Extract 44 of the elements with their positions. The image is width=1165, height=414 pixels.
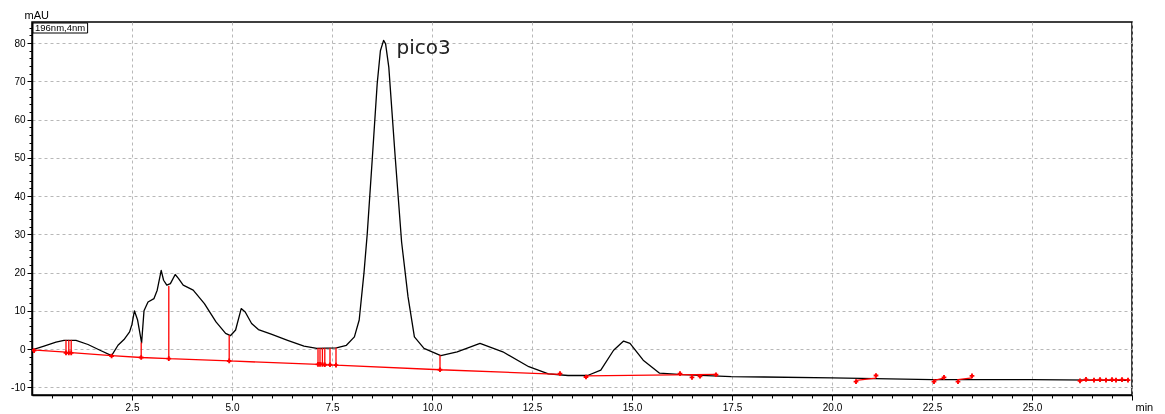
- y-tick-label: 80: [14, 37, 26, 49]
- point: [166, 356, 172, 361]
- point: [955, 379, 961, 384]
- point: [1119, 377, 1125, 383]
- point: [32, 348, 37, 353]
- y-tick-label: 20: [14, 267, 26, 279]
- annotation: pico3: [396, 35, 451, 60]
- x-tick-label: 5.0: [225, 401, 240, 413]
- x-tick-label: 12.5: [522, 401, 543, 413]
- point: [557, 371, 563, 376]
- point: [931, 379, 937, 384]
- y-tick-label: 50: [14, 152, 26, 164]
- y-tick-label: 70: [14, 75, 26, 87]
- point: [138, 355, 144, 360]
- point: [1109, 377, 1115, 383]
- x-tick-label: 25.0: [1022, 401, 1043, 413]
- x-tick-label: 15.0: [622, 401, 643, 413]
- y-tick-label: 10: [14, 305, 26, 317]
- point: [1097, 377, 1103, 383]
- point: [327, 362, 333, 368]
- x-tick-label: 2.5: [125, 401, 140, 413]
- x-tick-label: 17.5: [722, 401, 743, 413]
- point: [109, 353, 114, 359]
- x-tick-label: 10.0: [422, 401, 443, 413]
- x-tick-label: 7.5: [325, 401, 340, 413]
- y-tick-label: 30: [14, 228, 26, 240]
- point: [677, 371, 683, 376]
- x-tick-label: 22.5: [922, 401, 943, 413]
- point: [333, 362, 339, 368]
- point: [1083, 376, 1089, 382]
- point: [713, 372, 719, 378]
- annotation: 196nm,4nm: [35, 22, 86, 33]
- x-axis-title: min: [1135, 400, 1154, 413]
- y-tick-label: 0: [19, 343, 26, 355]
- y-tick-label: 40: [14, 190, 26, 202]
- y-tick-label: -10: [11, 381, 26, 393]
- point: [689, 375, 695, 380]
- point: [226, 358, 232, 364]
- point: [853, 379, 859, 384]
- y-axis-title: mAU: [24, 8, 49, 21]
- point: [941, 375, 947, 380]
- y-tick-label: 60: [14, 114, 26, 126]
- point: [437, 367, 443, 373]
- x-tick-label: 20.0: [822, 401, 843, 413]
